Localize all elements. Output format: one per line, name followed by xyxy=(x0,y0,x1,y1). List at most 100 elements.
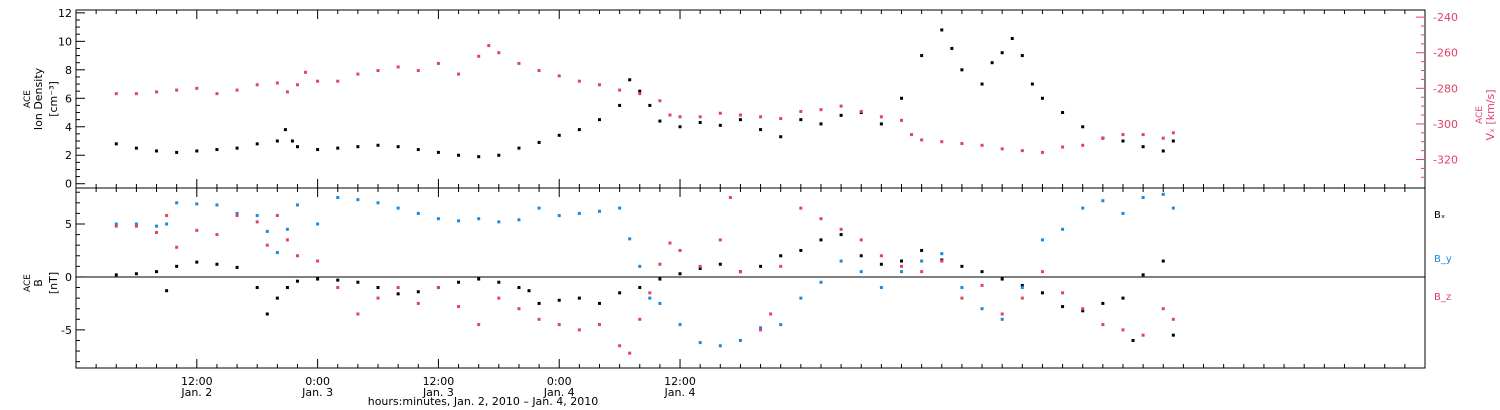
legend-by: B_y xyxy=(1434,254,1452,265)
data-point xyxy=(457,280,461,284)
data-point xyxy=(577,211,581,215)
data-point xyxy=(457,305,461,309)
data-point xyxy=(275,251,279,255)
data-point xyxy=(134,146,138,150)
data-point xyxy=(859,270,863,274)
data-point xyxy=(1101,301,1105,305)
data-point xyxy=(1061,227,1065,231)
legend-bx: Bₓ xyxy=(1434,210,1445,221)
data-point xyxy=(628,78,632,82)
data-point xyxy=(779,323,783,327)
data-point xyxy=(1081,309,1085,313)
data-point xyxy=(1161,136,1165,140)
data-point xyxy=(648,296,652,300)
data-point xyxy=(819,280,823,284)
data-point xyxy=(1121,296,1125,300)
data-point xyxy=(668,241,672,245)
data-point xyxy=(1000,277,1004,281)
data-point xyxy=(728,196,732,200)
top-plot-frame xyxy=(75,9,1426,189)
data-point xyxy=(557,214,561,218)
data-point xyxy=(134,272,138,276)
data-point xyxy=(1081,143,1085,147)
data-point xyxy=(285,90,289,94)
data-point xyxy=(698,264,702,268)
data-point xyxy=(477,217,481,221)
data-point xyxy=(416,290,420,294)
data-point xyxy=(819,122,823,126)
data-point xyxy=(517,307,521,311)
data-point xyxy=(1121,133,1125,137)
data-point xyxy=(1020,296,1024,300)
data-point xyxy=(879,262,883,266)
data-point xyxy=(980,270,984,274)
data-point xyxy=(436,150,440,154)
data-point xyxy=(255,142,259,146)
data-point xyxy=(457,72,461,76)
data-point xyxy=(235,146,239,150)
data-point xyxy=(779,254,783,258)
data-point xyxy=(597,301,601,305)
data-point xyxy=(215,92,219,96)
data-point xyxy=(658,262,662,266)
data-point xyxy=(990,61,994,65)
data-point xyxy=(134,92,138,96)
data-point xyxy=(537,140,541,144)
data-point xyxy=(779,135,783,139)
data-point xyxy=(759,128,763,132)
data-point xyxy=(960,296,964,300)
data-point xyxy=(859,109,863,113)
data-point xyxy=(114,142,118,146)
data-point xyxy=(175,201,179,205)
data-point xyxy=(396,65,400,69)
top-left-tick-label: 2 xyxy=(65,149,72,162)
data-point xyxy=(336,79,340,83)
data-point xyxy=(759,115,763,119)
data-point xyxy=(668,113,672,117)
data-point xyxy=(195,149,199,153)
data-point xyxy=(517,61,521,65)
data-point xyxy=(457,219,461,223)
data-point xyxy=(175,88,179,92)
data-point xyxy=(295,83,299,87)
data-point xyxy=(356,145,360,149)
data-point xyxy=(376,69,380,73)
data-point xyxy=(1040,150,1044,154)
data-point xyxy=(356,72,360,76)
data-point xyxy=(718,238,722,242)
data-point xyxy=(285,238,289,242)
data-point xyxy=(356,280,360,284)
data-point xyxy=(195,202,199,206)
data-point xyxy=(1000,147,1004,151)
data-point xyxy=(295,203,299,207)
data-point xyxy=(1040,291,1044,295)
data-point xyxy=(265,312,269,316)
data-point xyxy=(879,115,883,119)
data-point xyxy=(283,128,287,132)
data-point xyxy=(416,69,420,73)
data-point xyxy=(1121,328,1125,332)
data-point xyxy=(537,301,541,305)
data-point xyxy=(1000,51,1004,55)
top-right-tick-label: -240 xyxy=(1433,11,1458,24)
data-point xyxy=(1081,125,1085,129)
data-point xyxy=(215,262,219,266)
data-point xyxy=(255,214,259,218)
data-point xyxy=(980,307,984,311)
data-point xyxy=(1061,145,1065,149)
data-point xyxy=(618,88,622,92)
data-point xyxy=(165,222,169,226)
data-point xyxy=(396,286,400,290)
bottom-ylabel-line1: ACE xyxy=(23,274,33,292)
data-point xyxy=(396,292,400,296)
top-left-tick-label: 12 xyxy=(58,7,72,20)
data-point xyxy=(638,264,642,268)
data-point xyxy=(678,125,682,129)
data-point xyxy=(114,273,118,277)
data-point xyxy=(960,264,964,268)
data-point xyxy=(799,296,803,300)
data-point xyxy=(597,323,601,327)
data-point xyxy=(628,351,632,355)
data-point xyxy=(1161,259,1165,263)
